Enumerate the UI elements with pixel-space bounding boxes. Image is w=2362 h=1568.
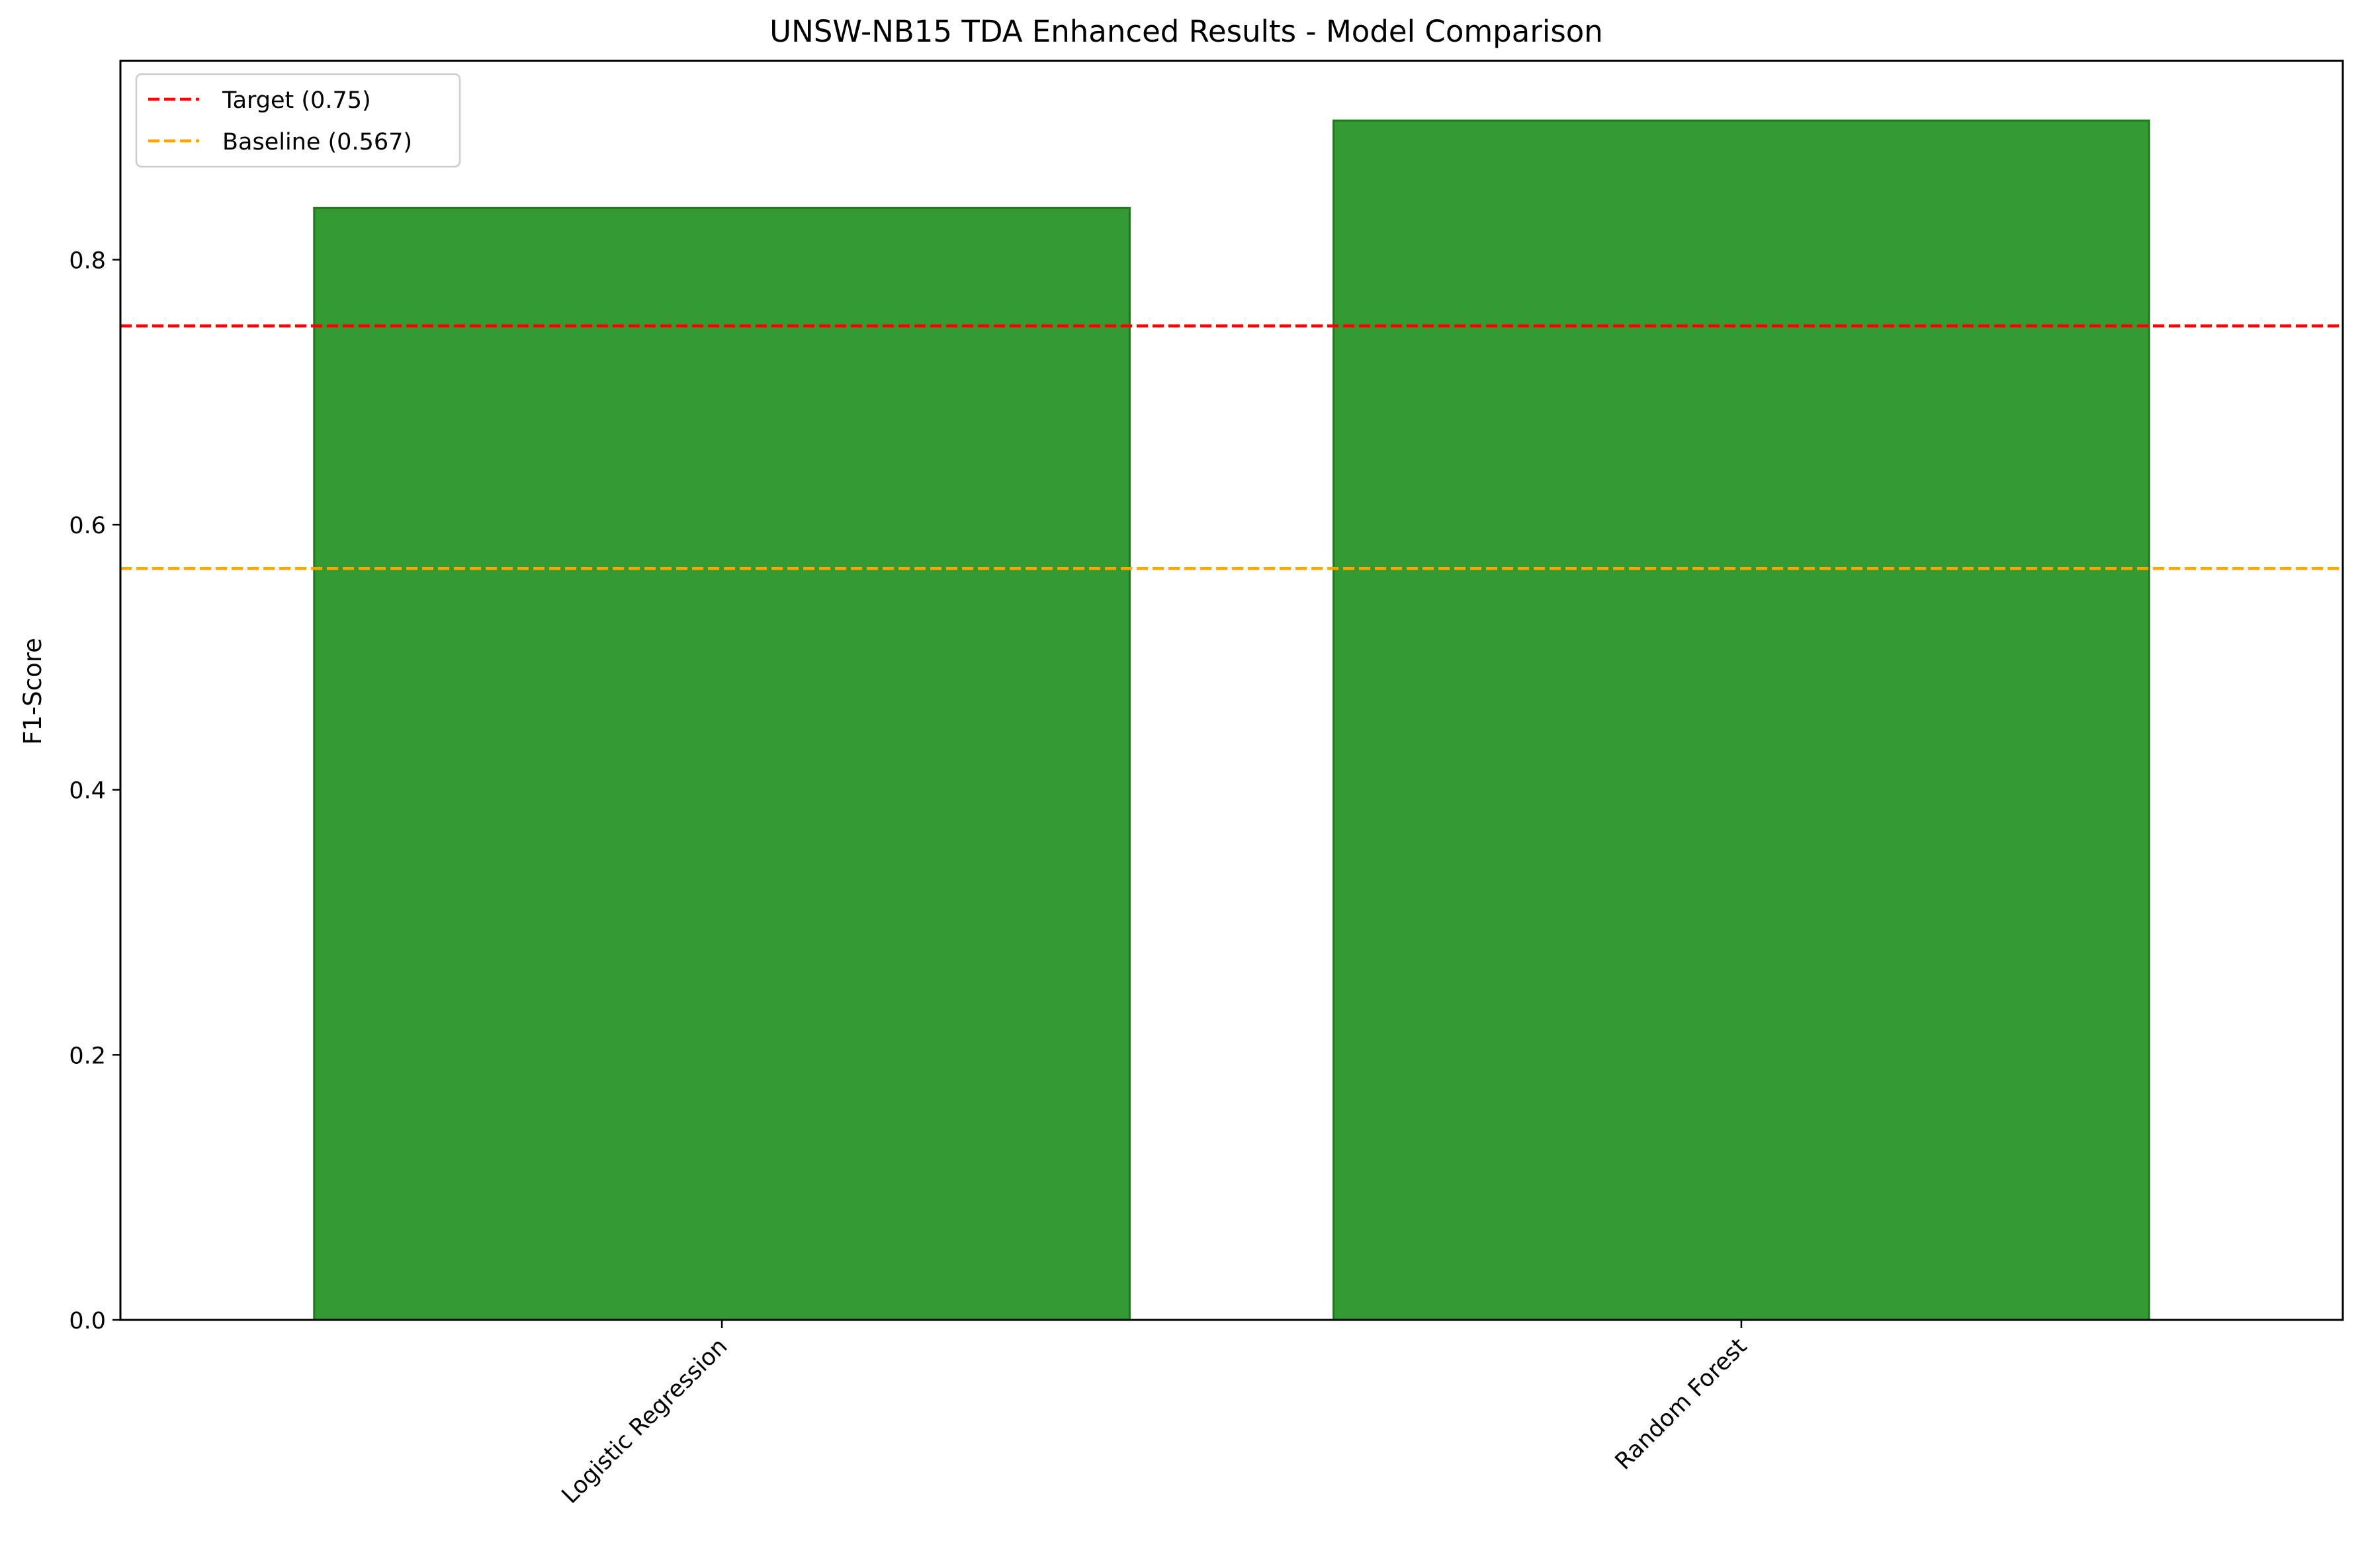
y-axis-label: F1-Score (19, 638, 47, 745)
legend-label: Baseline (0.567) (222, 129, 412, 155)
bar-logistic-regression (313, 206, 1131, 1321)
y-tick-label: 0.0 (69, 1308, 106, 1334)
y-tick-label: 0.8 (69, 247, 106, 274)
y-tick-label: 0.2 (69, 1043, 106, 1069)
bars-layer (313, 119, 2150, 1321)
y-tick-label: 0.4 (69, 778, 106, 805)
legend-label: Target (0.75) (222, 87, 371, 114)
plot-frame (119, 60, 2344, 1321)
reference-lines-layer (120, 324, 2343, 570)
legend-box (135, 73, 461, 168)
legend: Target (0.75) Baseline (0.567) (135, 73, 461, 168)
bar-random-forest (1333, 119, 2150, 1321)
y-tick-label: 0.6 (69, 513, 106, 539)
chart-title: UNSW-NB15 TDA Enhanced Results - Model C… (769, 14, 1603, 49)
